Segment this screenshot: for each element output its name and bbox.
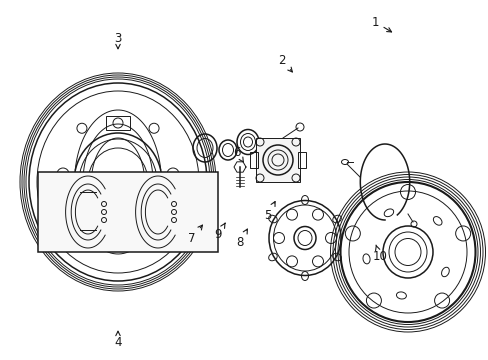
Bar	[106, 116, 130, 130]
Text: 4: 4	[114, 331, 122, 348]
Text: 9: 9	[214, 223, 224, 242]
Bar	[256, 138, 299, 182]
Text: 8: 8	[236, 229, 247, 248]
Bar	[38, 172, 218, 252]
Bar	[297, 152, 305, 168]
Text: 1: 1	[370, 15, 391, 32]
Text: 7: 7	[188, 225, 202, 244]
Bar	[249, 152, 258, 168]
Text: 5: 5	[264, 202, 275, 221]
Text: 10: 10	[372, 245, 386, 264]
Text: 6: 6	[233, 145, 243, 162]
Text: 3: 3	[114, 32, 122, 49]
Text: 2: 2	[278, 54, 292, 72]
